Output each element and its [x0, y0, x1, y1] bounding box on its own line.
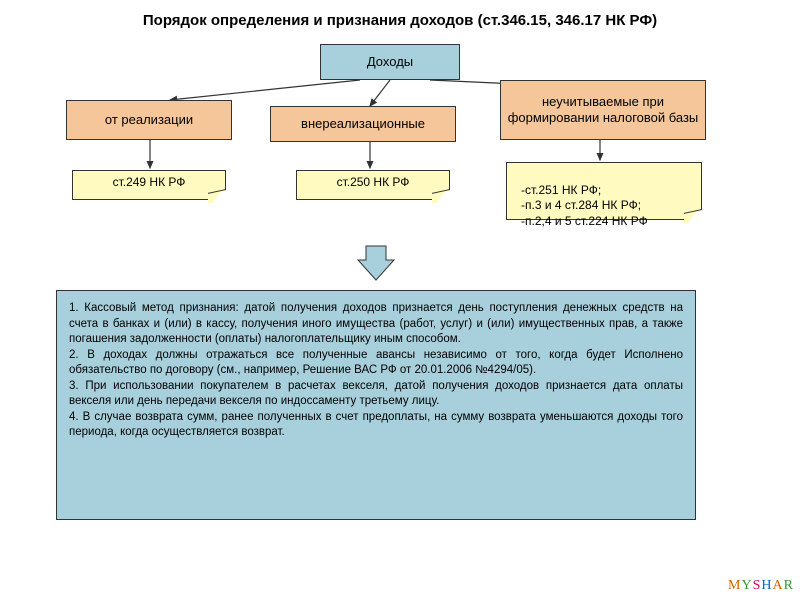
branch-note-text-1: ст.249 НК РФ: [113, 175, 186, 189]
root-label: Доходы: [367, 54, 413, 70]
branch-box-1: от реализации: [66, 100, 232, 140]
body-line-1: 1. Кассовый метод признания: датой получ…: [69, 301, 683, 348]
branch-note-text-3: -ст.251 НК РФ; -п.3 и 4 ст.284 НК РФ; -п…: [521, 183, 648, 228]
branch-note-1: ст.249 НК РФ: [72, 170, 226, 200]
branch-note-2: ст.250 НК РФ: [296, 170, 450, 200]
watermark-logo: MYSHAR: [728, 578, 794, 594]
branch-label-2: внереализационные: [301, 116, 425, 132]
branch-box-2: внереализационные: [270, 106, 456, 142]
branch-note-3: -ст.251 НК РФ; -п.3 и 4 ст.284 НК РФ; -п…: [506, 162, 702, 220]
body-panel: 1. Кассовый метод признания: датой получ…: [56, 290, 696, 520]
root-node: Доходы: [320, 44, 460, 80]
branch-box-3: неучитываемые при формировании налоговой…: [500, 80, 706, 140]
block-arrow-icon: [356, 244, 396, 284]
branch-label-1: от реализации: [105, 112, 193, 128]
body-line-3: 3. При использовании покупателем в расче…: [69, 379, 683, 410]
page-title: Порядок определения и признания доходов …: [40, 12, 760, 29]
body-line-2: 2. В доходах должны отражаться все получ…: [69, 348, 683, 379]
branch-label-3: неучитываемые при формировании налоговой…: [507, 94, 699, 125]
body-line-4: 4. В случае возврата сумм, ранее получен…: [69, 410, 683, 441]
branch-note-text-2: ст.250 НК РФ: [337, 175, 410, 189]
